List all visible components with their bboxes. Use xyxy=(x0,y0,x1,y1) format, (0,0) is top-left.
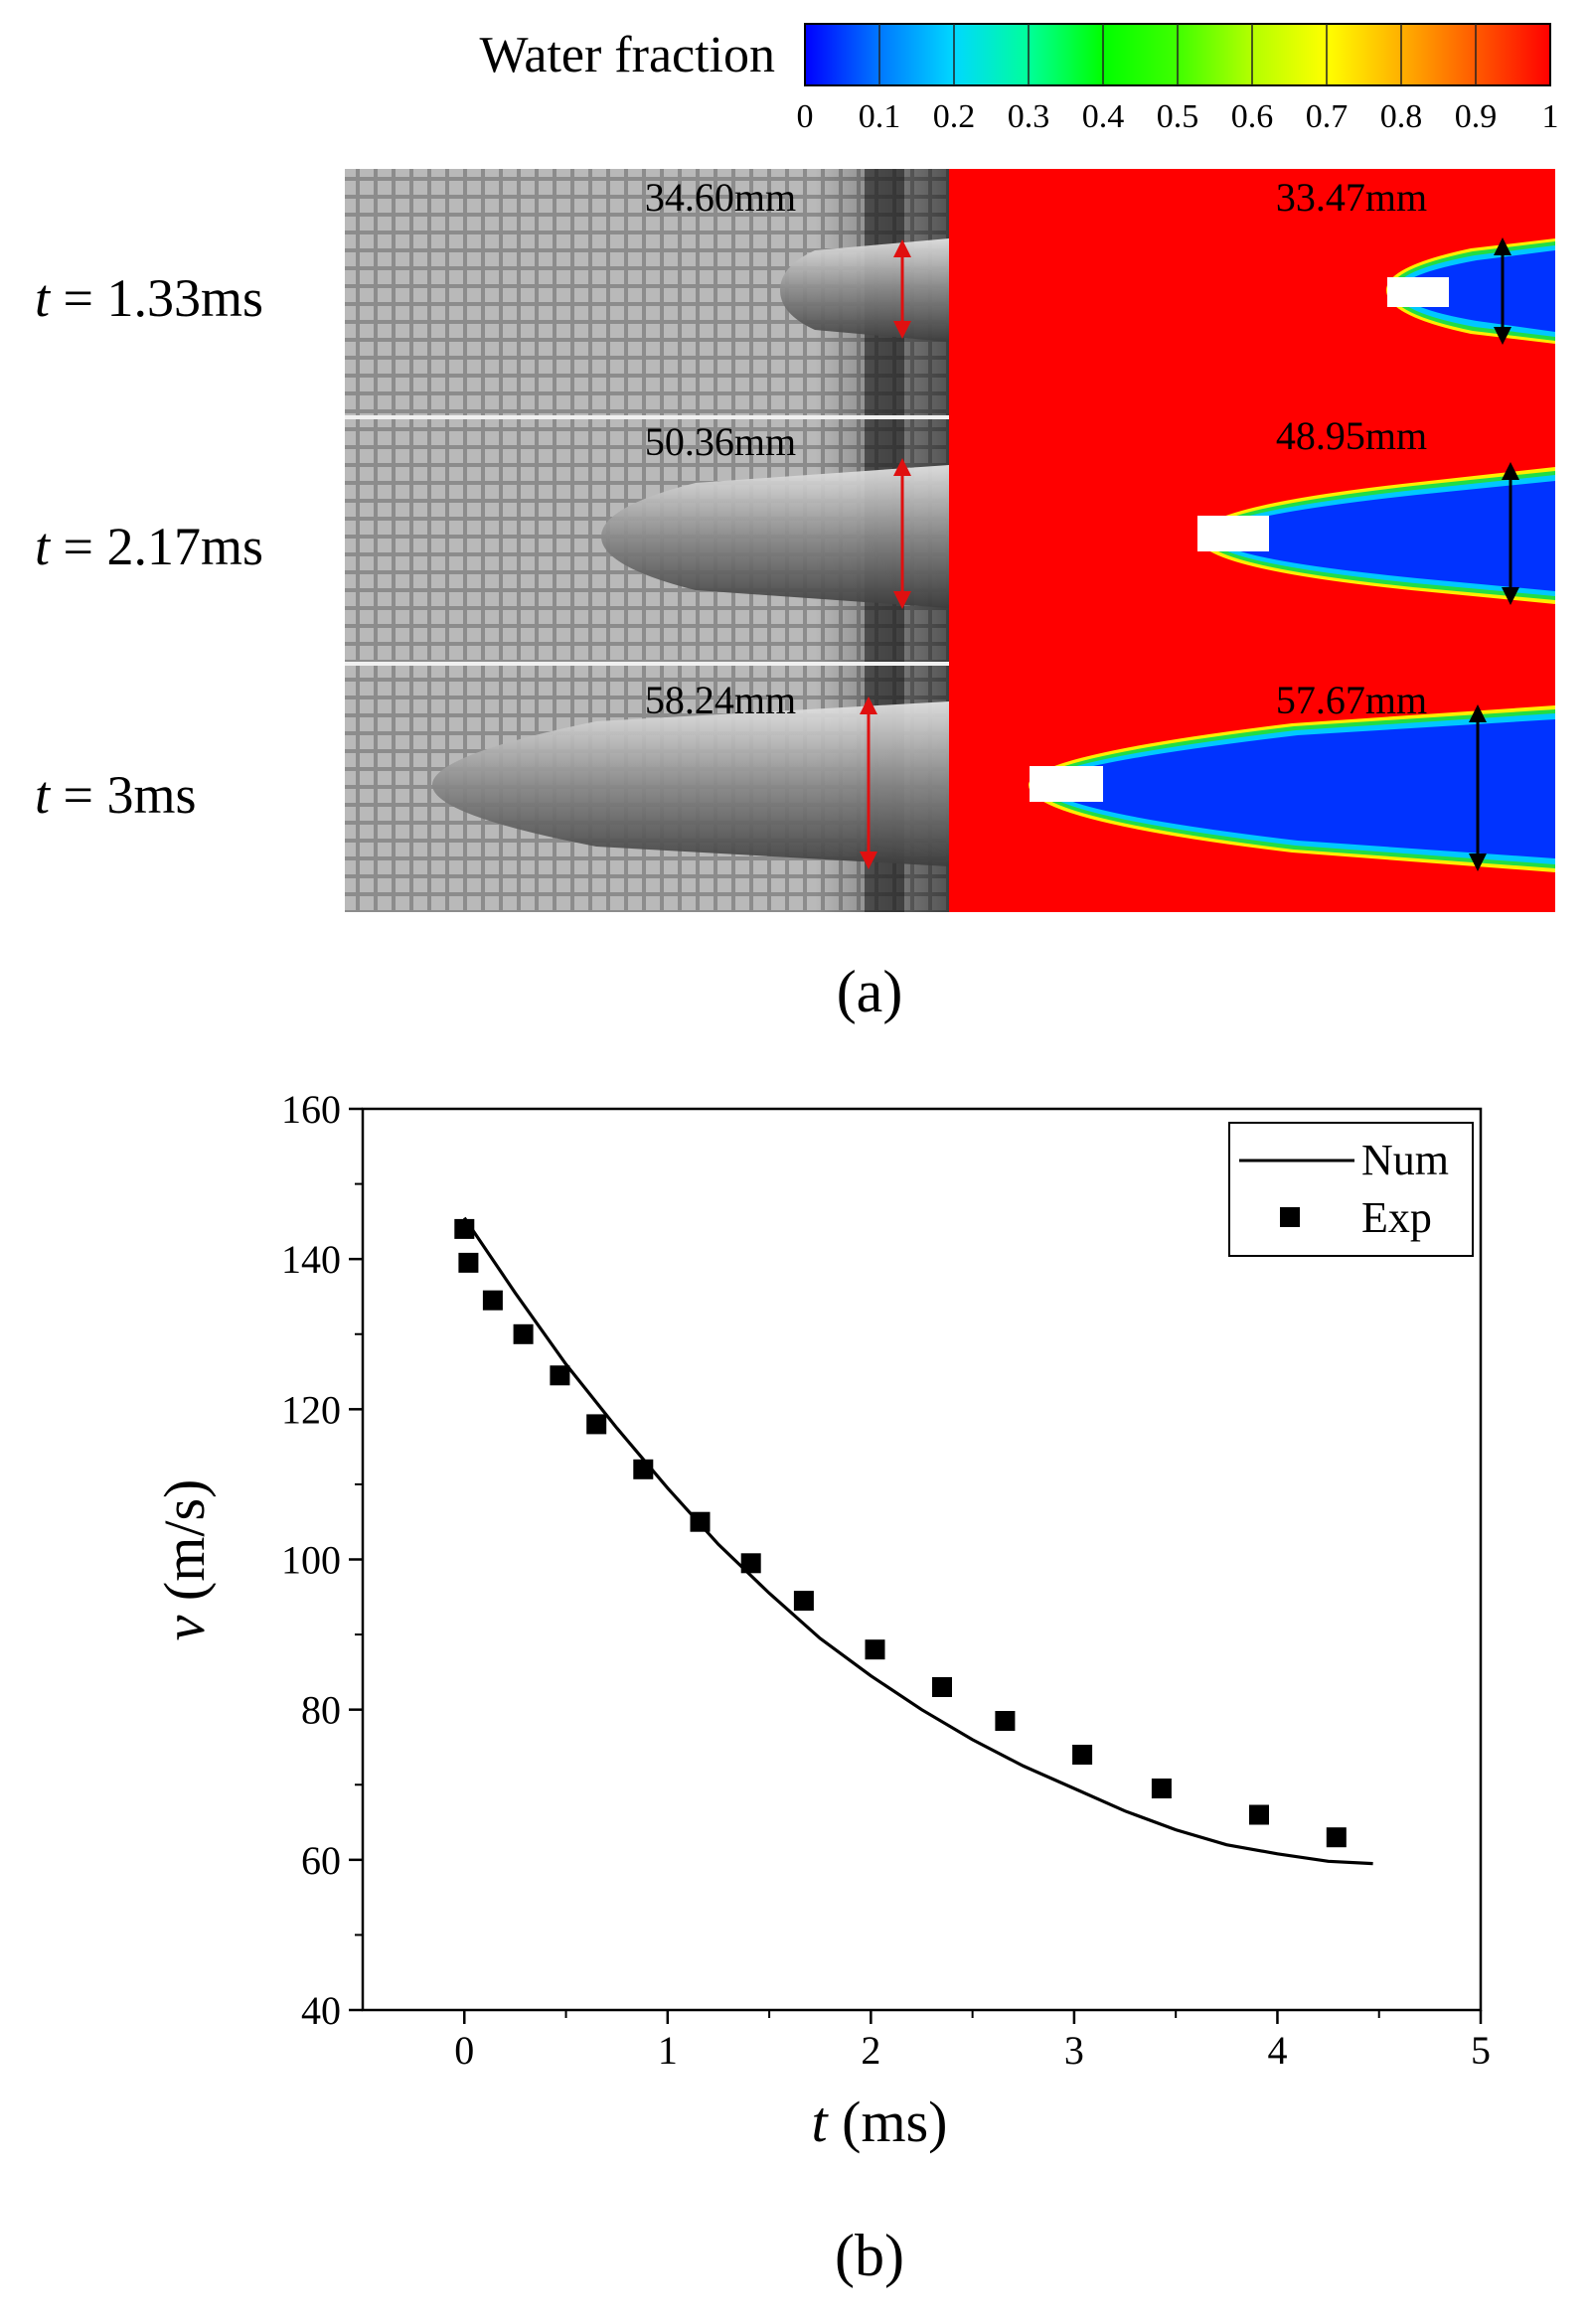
colorbar: 0 0.1 0.2 0.3 0.4 0.5 0.6 0.7 0.8 0.9 1 xyxy=(797,23,1559,135)
exp-point xyxy=(513,1323,534,1344)
num-measure-label-row-2: 48.95mm xyxy=(1276,413,1427,458)
x-tick-label: 0 xyxy=(454,2028,474,2073)
x-axis-title: t (ms) xyxy=(812,2090,948,2154)
y-tick-label: 140 xyxy=(281,1237,341,1282)
colorbar-tick-label: 0.8 xyxy=(1380,98,1423,135)
exp-point xyxy=(458,1252,479,1273)
colorbar-tick-label: 0.7 xyxy=(1306,98,1349,135)
legend: Num Exp xyxy=(1228,1122,1474,1257)
exp-point xyxy=(550,1365,570,1386)
x-tick-label: 2 xyxy=(861,2028,880,2073)
exp-measure-label-row-2: 50.36mm xyxy=(645,419,796,464)
exp-measure-label-row-1: 34.60mm xyxy=(645,175,796,220)
experiment-cavity-row-3 xyxy=(432,701,949,866)
colorbar-tick-label: 0.5 xyxy=(1157,98,1199,135)
caption-a: (a) xyxy=(837,959,903,1024)
x-tick-label: 4 xyxy=(1267,2028,1287,2073)
exp-point xyxy=(740,1553,761,1574)
colorbar-tick-label: 0.3 xyxy=(1008,98,1050,135)
y-tick-label: 160 xyxy=(281,1087,341,1132)
series-line-num xyxy=(462,1216,1373,1866)
num-measure-label-row-1: 33.47mm xyxy=(1276,175,1427,220)
x-tick-label: 5 xyxy=(1471,2028,1491,2073)
x-tick-label: 3 xyxy=(1064,2028,1084,2073)
exp-point xyxy=(932,1677,952,1697)
simulation-contour-panel xyxy=(949,169,1555,912)
colorbar-tick-label: 0.4 xyxy=(1082,98,1125,135)
panel-a-figure: Water fraction 0 0.1 0.2 0.3 0.4 0.5 0.6 0.7 0.8… xyxy=(35,23,1559,1024)
exp-point xyxy=(865,1639,885,1660)
experiment-photo-panel xyxy=(345,169,949,912)
exp-point xyxy=(1249,1804,1269,1825)
colorbar-tick-label: 1 xyxy=(1542,98,1559,135)
colorbar-tick-label: 0.1 xyxy=(859,98,901,135)
caption-b: (b) xyxy=(835,2223,904,2288)
exp-point xyxy=(1326,1827,1347,1848)
exp-point xyxy=(995,1711,1016,1731)
colorbar-title: Water fraction xyxy=(479,27,775,83)
y-tick-label: 40 xyxy=(301,1988,341,2033)
x-tick-label: 1 xyxy=(658,2028,678,2073)
y-tick-label: 120 xyxy=(281,1387,341,1432)
exp-point xyxy=(482,1290,503,1311)
colorbar-tick-label: 0.9 xyxy=(1455,98,1498,135)
legend-box xyxy=(1228,1122,1474,1257)
time-label-row-2: t = 2.17ms xyxy=(35,517,263,576)
experiment-cavity-row-2 xyxy=(601,465,949,608)
exp-point xyxy=(1151,1779,1172,1798)
legend-label-exp: Exp xyxy=(1361,1193,1432,1242)
y-axis-title: v (m/s) xyxy=(152,1479,217,1641)
projectile-row-3 xyxy=(1030,766,1103,802)
legend-exp-marker xyxy=(1280,1207,1300,1227)
y-tick-label: 80 xyxy=(301,1688,341,1733)
exp-point xyxy=(690,1511,711,1532)
exp-point xyxy=(1072,1745,1093,1765)
time-label-row-1: t = 1.33ms xyxy=(35,268,263,328)
exp-point xyxy=(793,1591,814,1612)
projectile-row-2 xyxy=(1197,516,1269,551)
colorbar-tick-label: 0.2 xyxy=(933,98,976,135)
legend-label-num: Num xyxy=(1361,1136,1449,1184)
num-measure-label-row-3: 57.67mm xyxy=(1276,678,1427,722)
exp-point xyxy=(633,1459,654,1479)
projectile-row-1 xyxy=(1387,277,1449,307)
time-label-row-3: t = 3ms xyxy=(35,765,197,825)
colorbar-tick-label: 0.6 xyxy=(1231,98,1274,135)
y-tick-label: 60 xyxy=(301,1838,341,1883)
exp-point xyxy=(586,1414,607,1435)
exp-point xyxy=(454,1218,475,1239)
colorbar-tick-label: 0 xyxy=(797,98,814,135)
exp-measure-label-row-3: 58.24mm xyxy=(645,678,796,722)
y-tick-label: 100 xyxy=(281,1538,341,1583)
